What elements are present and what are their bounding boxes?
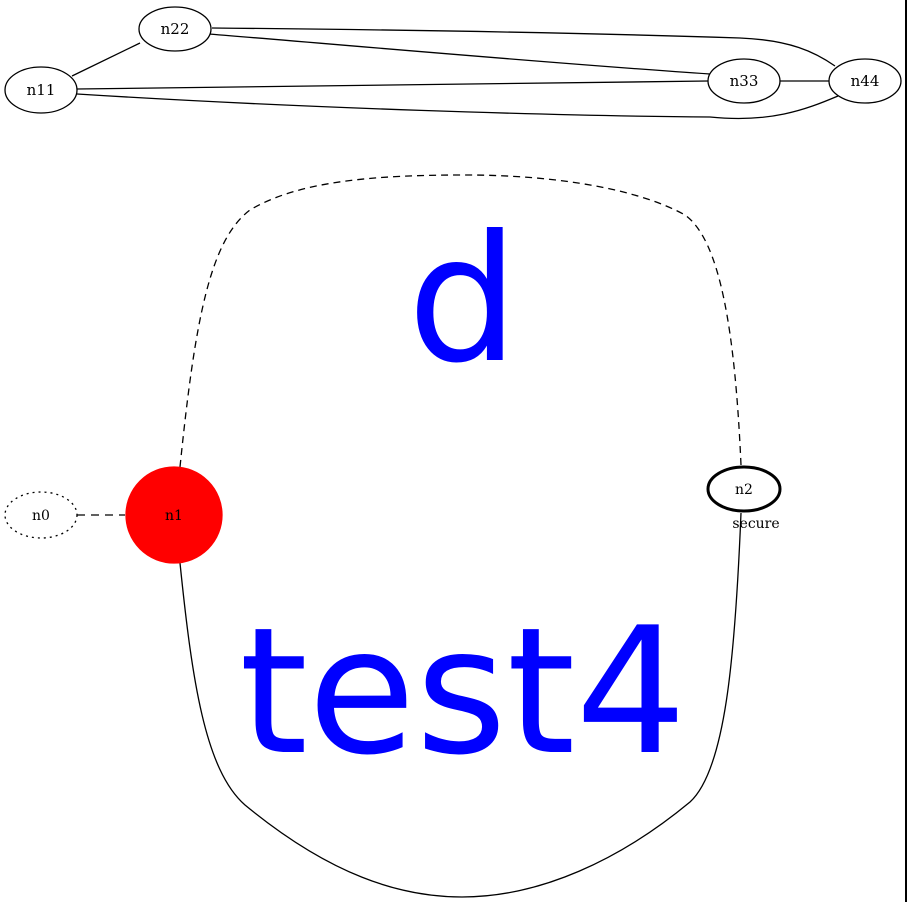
edge-n1-n2-solid [179, 512, 742, 898]
edge-n1-n2-dashed [179, 174, 742, 468]
edge-label-d: d [407, 199, 518, 402]
edge-n11-n44 [76, 93, 839, 120]
bottom-graph-edges [77, 174, 742, 898]
node-label-n33: n33 [730, 72, 759, 90]
edge-label-test4: test4 [239, 591, 686, 794]
edge-n22-n44 [211, 27, 836, 67]
edge-n22-n33 [208, 33, 711, 75]
node-label-n11: n11 [27, 81, 56, 99]
node-xlabel-secure: secure [732, 516, 779, 532]
edge-n11-n22 [71, 42, 141, 77]
node-n0: n0 [4, 491, 78, 539]
node-n1: n1 [125, 466, 223, 564]
top-graph-edges [71, 27, 839, 120]
node-n2: n2 secure [706, 465, 782, 532]
node-label-n1: n1 [165, 508, 183, 524]
node-n33: n33 [707, 58, 781, 104]
page-right-border [905, 0, 907, 902]
node-n22: n22 [138, 6, 212, 52]
node-label-n22: n22 [161, 20, 190, 38]
node-n11: n11 [4, 66, 78, 114]
node-label-n2: n2 [735, 482, 753, 498]
node-label-n44: n44 [851, 72, 880, 90]
node-label-n0: n0 [32, 508, 50, 524]
edge-n11-n33 [76, 80, 709, 90]
node-n44: n44 [828, 58, 902, 104]
